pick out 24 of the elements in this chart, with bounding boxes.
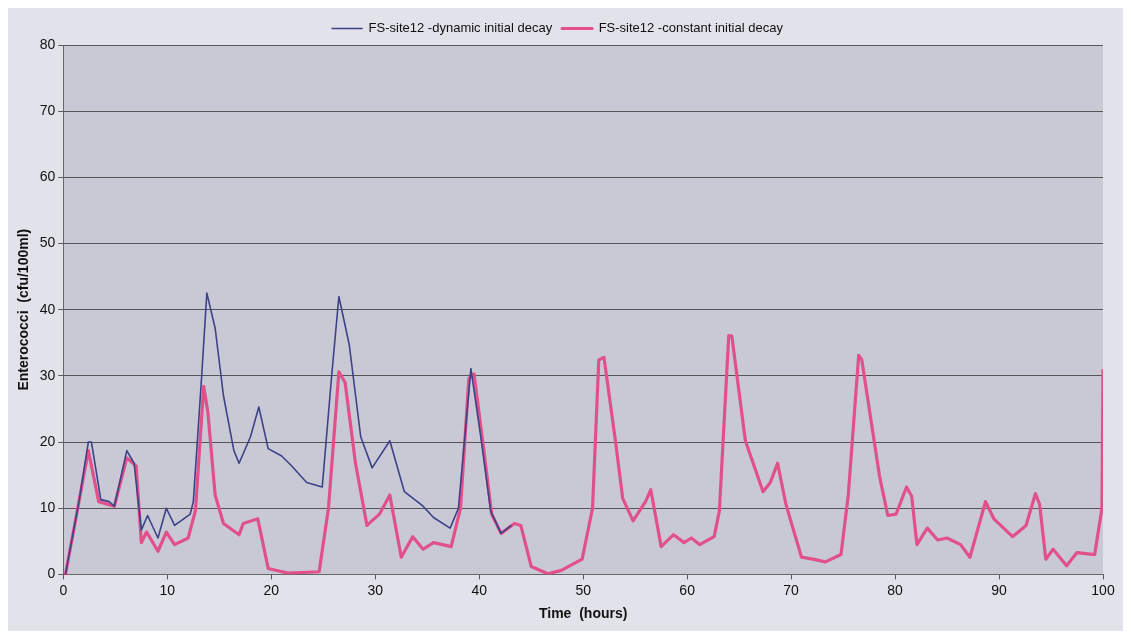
x-tick-label: 70 [783, 581, 800, 598]
x-tick-label: 30 [367, 581, 384, 598]
x-tick-label: 0 [59, 581, 68, 598]
x-tick-label: 60 [679, 581, 696, 598]
y-tick-label: 60 [39, 168, 56, 185]
legend-label: FS-site12 -dynamic initial decay [368, 20, 553, 36]
legend-label: FS-site12 -constant initial decay [598, 20, 784, 36]
x-axis-title: Time (hours) [538, 605, 628, 622]
x-tick-label: 80 [887, 581, 904, 598]
y-tick-label: 70 [39, 102, 56, 119]
x-tick-label: 100 [1091, 581, 1115, 598]
y-tick-label: 20 [39, 432, 56, 449]
x-tick-label: 50 [575, 581, 592, 598]
x-tick-label: 90 [991, 581, 1008, 598]
y-tick-label: 80 [39, 35, 56, 52]
y-tick-label: 40 [39, 300, 56, 317]
y-tick-label: 10 [39, 499, 56, 516]
y-axis-title: Enterococci (cfu/100ml) [15, 228, 32, 391]
x-tick-label: 20 [263, 581, 280, 598]
y-tick-label: 30 [39, 366, 56, 383]
y-tick-label: 0 [47, 565, 56, 582]
y-tick-label: 50 [39, 234, 56, 251]
x-tick-label: 10 [159, 581, 176, 598]
x-tick-label: 40 [471, 581, 488, 598]
